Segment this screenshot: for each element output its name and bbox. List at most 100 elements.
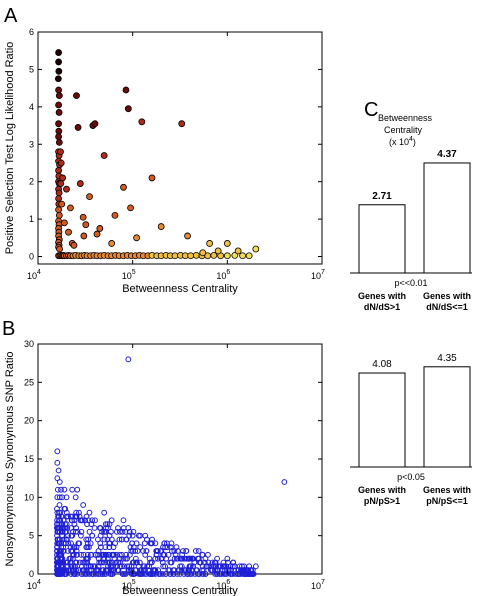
data-point: [212, 567, 218, 574]
x-tick-label: 106: [216, 579, 230, 591]
data-point: [93, 230, 101, 238]
data-point: [133, 559, 139, 566]
data-point: [167, 571, 173, 577]
data-point: [229, 571, 236, 577]
panel-b-xlabel: Betweenness Centrality: [122, 585, 238, 596]
panel-c-top-pvalue: p<<0.01: [394, 278, 427, 288]
data-point: [55, 211, 63, 219]
data-point: [80, 232, 88, 240]
data-point: [74, 124, 82, 131]
bar-category-label: Genes with: [423, 291, 471, 301]
data-point: [106, 544, 113, 551]
y-tick-label: 3: [29, 139, 34, 149]
data-point: [55, 127, 63, 135]
x-tick-label: 104: [27, 579, 41, 591]
data-point: [55, 58, 62, 66]
data-point: [56, 502, 63, 508]
y-tick-label: 30: [24, 339, 34, 349]
data-point: [170, 571, 177, 577]
data-point: [67, 559, 74, 566]
data-point: [120, 517, 127, 524]
data-point: [102, 544, 109, 551]
bar-category-label: Genes with: [423, 485, 471, 495]
data-point: [76, 180, 84, 187]
data-point: [209, 567, 215, 574]
data-point: [70, 528, 76, 535]
data-point: [63, 494, 70, 501]
data-point: [199, 563, 206, 570]
data-point: [57, 180, 65, 187]
data-point: [148, 559, 155, 566]
data-point: [55, 167, 62, 174]
data-point: [161, 540, 168, 547]
data-point: [141, 563, 148, 570]
data-point: [95, 536, 101, 543]
data-point: [117, 563, 124, 570]
y-tick-label: 4: [29, 102, 34, 112]
data-point: [55, 513, 62, 520]
data-point: [171, 548, 178, 554]
data-point: [58, 486, 64, 493]
x-tick-base: 10: [27, 271, 37, 281]
panel-a-points: [54, 49, 260, 260]
data-point: [85, 563, 92, 570]
data-point: [223, 240, 231, 247]
data-point: [165, 551, 172, 558]
data-point: [68, 517, 75, 524]
panel-c-bottom-pvalue: p<0.05: [397, 472, 425, 482]
data-point: [133, 567, 139, 574]
data-point: [108, 528, 114, 535]
data-point: [184, 232, 191, 240]
data-point: [130, 528, 137, 535]
data-point: [55, 120, 62, 128]
x-tick-exponent: 7: [321, 579, 325, 586]
data-point: [58, 200, 66, 208]
data-point: [148, 174, 156, 182]
panel-c-unit-close: ): [413, 137, 416, 147]
data-point: [235, 567, 242, 574]
data-point: [55, 109, 63, 116]
data-point: [183, 548, 190, 554]
data-point: [281, 479, 288, 485]
data-point: [202, 555, 209, 562]
data-point: [88, 563, 95, 570]
data-point: [54, 571, 61, 577]
data-point: [85, 536, 92, 543]
bar-value-label: 4.08: [372, 359, 392, 370]
data-point: [72, 494, 79, 501]
data-point: [63, 521, 70, 528]
data-point: [105, 559, 111, 566]
data-point: [65, 228, 72, 236]
data-point: [101, 559, 107, 566]
data-point: [132, 555, 139, 562]
data-point: [189, 555, 196, 562]
data-point: [58, 513, 65, 520]
data-point: [58, 551, 64, 558]
data-point: [95, 563, 102, 570]
x-tick-label: 105: [122, 579, 136, 591]
data-point: [113, 528, 120, 535]
data-point: [147, 559, 154, 566]
data-point: [252, 563, 259, 570]
x-tick-exponent: 6: [226, 269, 230, 276]
data-point: [55, 467, 62, 474]
data-point: [80, 551, 87, 558]
data-point: [95, 555, 102, 562]
bar-value-label: 4.35: [437, 353, 457, 364]
data-point: [122, 555, 129, 562]
y-tick-label: 2: [29, 177, 34, 187]
data-point: [170, 567, 177, 574]
data-point: [55, 133, 62, 141]
data-point: [54, 509, 61, 516]
data-point: [205, 559, 212, 566]
x-tick-exponent: 5: [132, 579, 136, 586]
data-point: [127, 204, 134, 212]
panel-c-unit-label: (x 104): [389, 136, 416, 147]
baseline-point: [187, 252, 195, 260]
data-point: [104, 521, 111, 528]
x-tick-base: 10: [122, 581, 132, 591]
data-point: [212, 571, 219, 577]
data-point: [134, 548, 141, 554]
data-point: [54, 521, 60, 528]
